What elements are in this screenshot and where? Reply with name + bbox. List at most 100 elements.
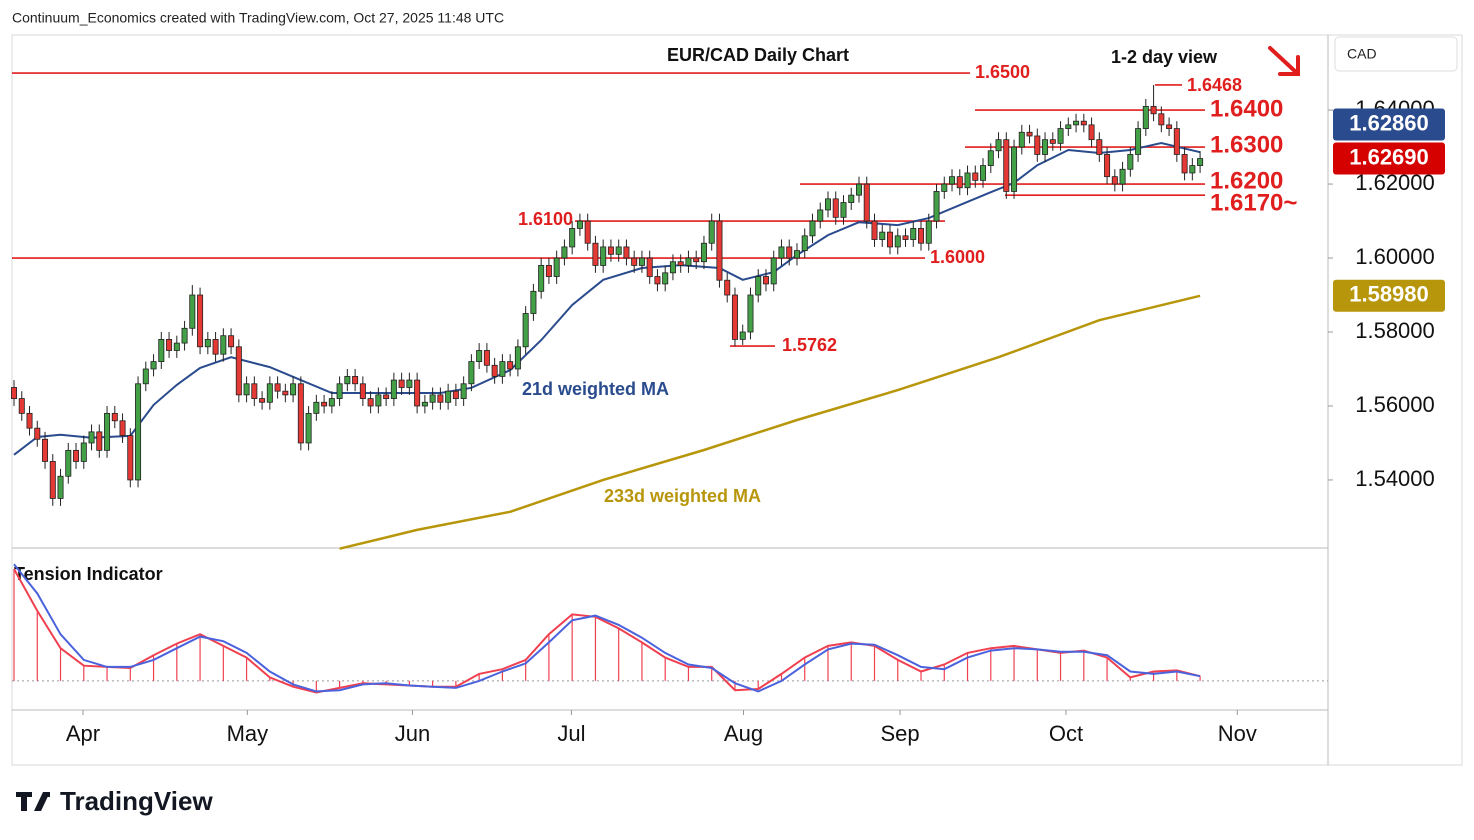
arrow xyxy=(1268,46,1300,76)
candle-body xyxy=(460,383,467,399)
candle-body xyxy=(553,257,560,277)
frame xyxy=(11,34,1463,766)
subtitle: 1-2 day view xyxy=(1111,47,1218,67)
level-label: 1.6170~ xyxy=(1210,189,1297,216)
candle-body xyxy=(212,338,219,355)
candle-body xyxy=(1166,124,1173,129)
candle-body xyxy=(747,294,754,333)
candle-body xyxy=(1034,135,1041,155)
candle-body xyxy=(530,290,537,314)
candle-body xyxy=(235,346,242,396)
candle-body xyxy=(669,261,676,274)
y-tick-label: 1.58000 xyxy=(1355,318,1435,343)
candle-body xyxy=(274,383,281,392)
candle-body xyxy=(42,438,49,462)
candle-body xyxy=(352,375,359,385)
candle-body xyxy=(344,375,351,385)
candle-body xyxy=(135,383,142,481)
candle-body xyxy=(166,338,173,351)
candle-body xyxy=(243,383,250,396)
candle-body xyxy=(522,313,529,348)
candle-body xyxy=(80,442,87,462)
candle-body xyxy=(871,220,878,240)
candle-body xyxy=(980,165,987,181)
candle-body xyxy=(755,276,762,296)
candle-body xyxy=(305,412,312,444)
candle-body xyxy=(592,242,599,266)
candle-body xyxy=(817,209,824,222)
candle-body xyxy=(995,139,1002,152)
candle-body xyxy=(429,394,436,403)
tension-title: Tension Indicator xyxy=(14,564,163,584)
candle-body xyxy=(491,364,498,377)
candle-body xyxy=(328,398,335,407)
candle-body xyxy=(933,191,940,222)
candle-body xyxy=(638,257,645,266)
candle-body xyxy=(615,246,622,255)
candle-body xyxy=(545,265,552,277)
tension-line xyxy=(13,568,1201,694)
level-label: 1.6100 xyxy=(518,209,573,229)
candle-body xyxy=(158,338,165,362)
candle-body xyxy=(142,368,149,385)
candle-body xyxy=(34,427,41,440)
logo: TradingView xyxy=(16,786,213,816)
candle-body xyxy=(1049,139,1056,144)
candle-body xyxy=(514,346,521,370)
candle-body xyxy=(809,220,816,237)
ma-label: 233d weighted MA xyxy=(604,486,761,506)
candle-body xyxy=(57,475,64,499)
level-label: 1.5762 xyxy=(782,335,837,355)
candle-body xyxy=(716,220,723,281)
candle-body xyxy=(1127,154,1134,170)
candle-body xyxy=(724,279,731,296)
candle-body xyxy=(662,272,669,285)
candle-body xyxy=(1173,128,1180,155)
candle-body xyxy=(848,194,855,203)
price-box-label: 1.58980 xyxy=(1349,282,1429,307)
candle-body xyxy=(189,294,196,329)
candle-body xyxy=(600,246,607,266)
price-box xyxy=(1333,108,1445,141)
candle-body xyxy=(321,401,328,407)
candle-body xyxy=(840,202,847,218)
candle-body xyxy=(925,220,932,244)
chart-title: EUR/CAD Daily Chart xyxy=(667,45,849,65)
candle-body xyxy=(693,257,700,263)
candle-body xyxy=(1088,124,1095,141)
x-tick-label: May xyxy=(227,721,269,746)
currency-box[interactable] xyxy=(1334,36,1458,72)
candle-body xyxy=(367,398,374,407)
candle-body xyxy=(1057,128,1064,144)
x-tick-label: Oct xyxy=(1049,721,1083,746)
candle-body xyxy=(731,294,738,340)
candle-body xyxy=(1011,146,1018,192)
candle-body xyxy=(476,350,483,362)
x-tick-label: Aug xyxy=(724,721,763,746)
candle-body xyxy=(708,220,715,244)
price-box-label: 1.62690 xyxy=(1349,144,1429,169)
y-tick-label: 1.56000 xyxy=(1355,392,1435,417)
candle-body xyxy=(646,257,653,277)
candle-body xyxy=(290,383,297,396)
candle-body xyxy=(1042,139,1049,155)
candle-body xyxy=(1065,124,1072,129)
candle-body xyxy=(918,228,925,244)
candle-body xyxy=(1111,176,1118,185)
candle-body xyxy=(406,379,413,388)
candle-body xyxy=(801,235,808,252)
candle-body xyxy=(359,383,366,399)
candle-body xyxy=(654,276,661,285)
candle-body xyxy=(855,183,862,196)
candle-body xyxy=(832,198,839,218)
candle-body xyxy=(173,342,180,351)
candle-body xyxy=(576,220,583,229)
candle-body xyxy=(793,250,800,259)
candle-body xyxy=(111,412,118,422)
candle-body xyxy=(762,276,769,285)
candle-body xyxy=(390,379,397,399)
logo-text: TradingView xyxy=(60,786,213,816)
candle-body xyxy=(220,335,227,355)
candle-body xyxy=(127,435,134,481)
